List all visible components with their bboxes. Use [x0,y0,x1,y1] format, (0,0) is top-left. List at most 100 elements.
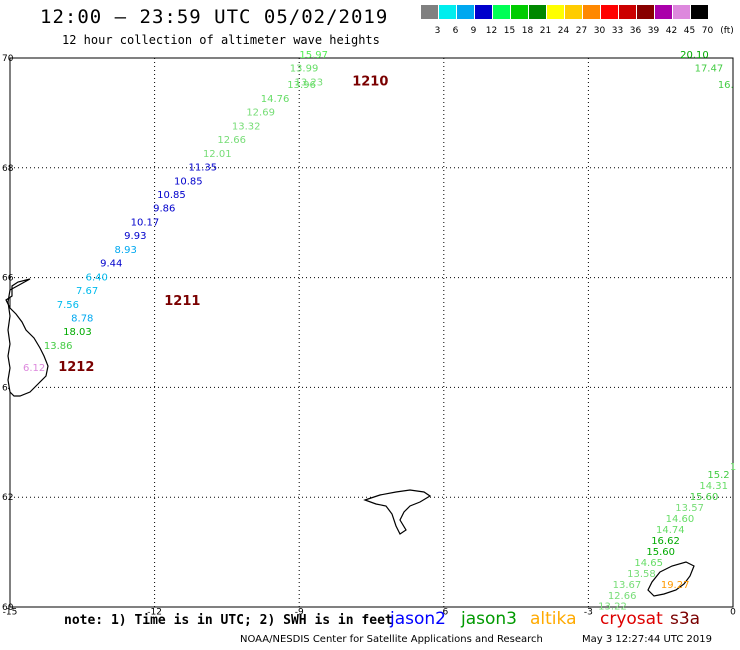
credit-text: NOAA/NESDIS Center for Satellite Applica… [240,634,543,645]
legend-label: 30 [593,26,606,36]
lat-tick-label: 62 [2,493,13,503]
legend-label: 3 [434,26,441,36]
wave-height-value: 17.47 [695,64,724,75]
wave-height-value: 12.66 [608,591,637,602]
legend-label: 9 [470,26,477,36]
legend-swatch [421,5,438,19]
wave-height-value: 6.40 [86,272,108,283]
legend-swatch [475,5,492,19]
satellite-name: altika [530,609,577,629]
wave-height-value: 13.32 [232,121,261,132]
legend-swatch [529,5,546,19]
lon-tick-label: -15 [3,608,18,618]
wave-height-value: 13.86 [44,341,73,352]
legend-label: 15 [503,26,516,36]
wave-height-value: 16. [718,80,734,91]
legend-label: 45 [683,26,696,36]
legend-label: 24 [557,26,570,36]
wave-height-value: 9.44 [100,259,122,270]
legend-swatch [457,5,474,19]
note-text: note: 1) Time is in UTC; 2) SWH is in fe… [64,613,393,628]
wave-height-value: 7.56 [57,300,79,311]
wave-height-value: 13.99 [290,64,319,75]
legend-swatch [547,5,564,19]
lon-tick-label: 0 [730,608,736,618]
satellite-name: s3a [670,609,701,629]
wave-height-value: 10.85 [174,176,203,187]
wave-height-value: 9.93 [124,231,146,242]
wave-height-value: 6.12 [23,363,45,374]
wave-height-value: 11.35 [188,163,217,174]
wave-height-value: 8.78 [71,314,93,325]
wave-height-value: 14.76 [261,94,290,105]
wave-height-value: 19.27 [661,580,690,591]
legend-swatch [565,5,582,19]
wave-height-value: 13.67 [613,580,642,591]
wave-height-value: 14.60 [666,514,695,525]
satellite-name: jason2 [390,609,446,629]
lat-tick-label: 64 [2,383,14,393]
lat-tick-label: 66 [2,274,14,284]
legend-label: 36 [629,26,642,36]
wave-height-value: 12.01 [203,149,232,160]
wave-height-value: 15.60 [690,492,719,503]
lon-tick-label: -12 [147,608,162,618]
legend-swatch [637,5,654,19]
wave-height-value: 14.65 [634,558,663,569]
wave-height-value: 10.85 [157,190,186,201]
legend-swatch [511,5,528,19]
pass-time-label: 1210 [352,74,388,89]
legend-swatch [493,5,510,19]
legend-unit: (ft) [720,26,734,36]
legend-label: 21 [539,26,552,36]
wave-height-value: 15.2 [707,470,729,481]
wave-height-value: 15.60 [646,547,675,558]
pass-time-label: 1211 [164,294,200,309]
legend-swatch [583,5,600,19]
legend-label: 70 [701,26,714,36]
legend-swatch [619,5,636,19]
wave-height-value: 1 [730,462,736,473]
wave-height-value: 7.67 [76,286,98,297]
lon-tick-label: -6 [439,608,448,618]
legend-label: 39 [647,26,660,36]
shetland-coastline [647,561,695,597]
lon-tick-label: -9 [295,608,304,618]
legend-label: 33 [611,26,624,36]
map-title: 12:00 — 23:59 UTC 05/02/2019 [40,6,389,28]
legend-label: 12 [485,26,498,36]
map-frame [9,57,734,608]
wave-height-value: 14.74 [656,525,685,536]
lat-tick-label: 60 [2,603,14,613]
pass-time-label: 1212 [58,360,94,375]
wave-height-value: 13.58 [627,569,656,580]
wave-height-value: 12.66 [217,135,246,146]
wave-height-value: 13.23 [295,77,324,88]
legend-label: 42 [665,26,678,36]
wave-height-value: 16.62 [651,536,680,547]
legend-swatch [673,5,690,19]
legend-swatch [691,5,708,19]
timestamp: May 3 12:27:44 UTC 2019 [582,634,712,645]
faroe-islands-coastline [363,489,432,535]
wave-height-value: 15.97 [299,50,328,61]
lat-tick-label: 70 [2,54,14,64]
legend-label: 27 [575,26,588,36]
wave-height-value: 12.69 [246,108,275,119]
map-subtitle: 12 hour collection of altimeter wave hei… [62,33,380,47]
wave-height-value: 9.86 [153,204,175,215]
wave-height-value: 13.57 [675,503,704,514]
lon-tick-label: -3 [584,608,593,618]
iceland-coastline [5,278,49,397]
wave-height-value: 10.17 [131,217,160,228]
lat-tick-label: 68 [2,164,14,174]
satellite-name: cryosat [600,609,663,629]
wave-height-value: 18.03 [63,327,92,338]
legend-swatch [601,5,618,19]
legend-label: 18 [521,26,534,36]
wave-height-value: 14.31 [699,481,728,492]
legend-swatch [655,5,672,19]
wave-height-value: 8.93 [115,245,137,256]
legend-label: 6 [452,26,459,36]
